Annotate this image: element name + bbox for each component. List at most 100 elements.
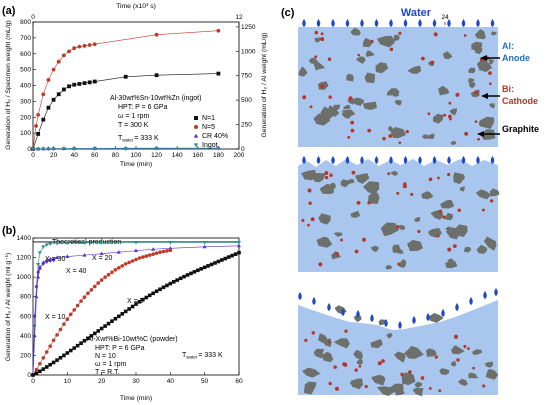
data-point [62, 353, 66, 358]
data-point [99, 251, 104, 256]
particle [439, 368, 450, 375]
data-point [51, 147, 56, 152]
data-point [99, 278, 104, 282]
water-drop [432, 19, 437, 27]
series-line-N=5 [32, 30, 219, 150]
data-point [182, 274, 186, 279]
bi-particle [449, 117, 452, 121]
data-point [65, 241, 70, 246]
particle [343, 105, 351, 110]
water-drop [455, 303, 459, 311]
y-tick-label: 0 [27, 146, 31, 153]
bi-particle [348, 96, 353, 101]
particle [444, 212, 453, 221]
particle [468, 78, 475, 84]
data-point [137, 300, 142, 304]
bi-particle [302, 95, 307, 100]
right-y-tick-label: 750 [241, 73, 252, 80]
bi-particle [456, 358, 460, 362]
particle [365, 50, 375, 57]
y-tick-label: 100 [20, 130, 31, 137]
particle [363, 181, 380, 194]
stage-1-block [298, 27, 498, 147]
series-label-x10: X = 10 [45, 314, 66, 321]
data-point [168, 281, 173, 286]
data-point [55, 333, 59, 337]
chart-a-ylabel: Generation of H₂ / Specimen weight (mL/g… [5, 20, 12, 150]
water-drop [316, 19, 321, 27]
data-point [46, 147, 51, 152]
data-point [154, 147, 159, 151]
water-drop [312, 297, 316, 305]
water-drop [403, 156, 408, 164]
bi-particle [328, 381, 332, 386]
data-point [82, 252, 87, 257]
data-point [51, 97, 56, 102]
bi-particle [447, 172, 451, 177]
bi-particle [448, 101, 452, 105]
bi-particle [397, 262, 401, 266]
data-point [56, 92, 61, 97]
bi-particle [377, 361, 382, 366]
particle [364, 72, 375, 84]
data-point [82, 338, 87, 343]
series-line-X = 30 [32, 242, 239, 376]
data-point [82, 43, 87, 48]
data-point [37, 251, 42, 255]
right-y-tick-label: 250 [241, 122, 252, 129]
water-drops [298, 19, 498, 329]
data-point [72, 82, 77, 87]
bi-particle [463, 344, 467, 349]
panel-label-b: (b) [2, 225, 16, 237]
bi-particle [457, 208, 462, 213]
data-point [230, 253, 234, 258]
particle [394, 351, 406, 363]
water-drop [469, 297, 473, 305]
x-tick-label: 20 [50, 152, 58, 159]
chart-a-annotation-2: HPT: P = 6 GPa [118, 104, 168, 111]
data-point [87, 43, 92, 47]
bi-particle [382, 136, 386, 141]
bi-particle [328, 340, 332, 344]
bi-particle [389, 47, 394, 52]
data-point [144, 254, 149, 258]
particle [412, 387, 424, 397]
data-point [89, 334, 94, 338]
particle [476, 244, 488, 254]
chart-b-annotation-6: Twater= 333 K [182, 352, 223, 360]
data-point [154, 32, 159, 37]
particle [353, 315, 362, 323]
data-point [65, 351, 70, 355]
x-tick-label: 0 [31, 152, 35, 159]
data-point [44, 365, 49, 369]
particle [400, 259, 407, 265]
chart-a-annotation-5: Twater= 333 K [118, 135, 159, 143]
chart-a-annotation-4: T = 300 K [118, 122, 149, 129]
data-point [106, 321, 111, 326]
bi-particle [310, 217, 315, 222]
legend-label: CR 40% [202, 133, 228, 140]
particle [394, 99, 402, 106]
bi-particle [308, 201, 312, 205]
data-point [38, 265, 42, 270]
data-point [36, 262, 41, 267]
water-label: Water [401, 7, 432, 19]
particle [346, 73, 354, 82]
data-point [137, 256, 142, 260]
bi-particle [309, 105, 313, 109]
particle [475, 189, 491, 200]
data-point [189, 271, 193, 276]
y-tick-label: 600 [20, 313, 31, 320]
water-drop [476, 156, 480, 164]
data-point [134, 257, 138, 262]
bi-particle [387, 172, 391, 176]
chart-a-annotation-1: Al-30wt%Sn-10wt%Zn (ingot) [110, 95, 201, 102]
data-point [72, 46, 77, 51]
x-tick-label: 100 [131, 152, 142, 159]
water-drop [331, 19, 335, 27]
bi-particle [438, 389, 442, 393]
bi-particle [405, 129, 409, 134]
particle [453, 172, 465, 185]
x-tick-label: 40 [167, 378, 175, 385]
